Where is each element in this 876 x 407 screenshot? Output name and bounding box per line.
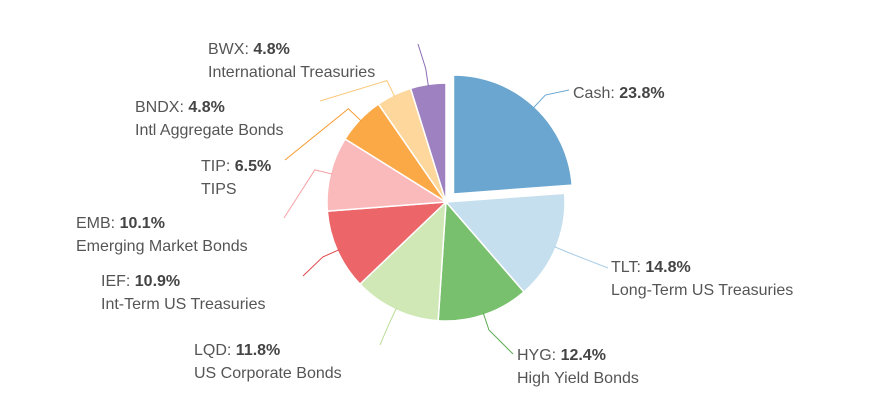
connector-tip	[284, 108, 362, 161]
label-bwx-title: BWX: 4.8%	[208, 41, 290, 58]
pie-slices	[326, 74, 573, 322]
label-bndx-name: Intl Aggregate Bonds	[135, 122, 284, 139]
label-bndx: BNDX: 4.8% Intl Aggregate Bonds	[135, 99, 284, 139]
connector-bndx	[319, 80, 396, 102]
label-tlt: TLT: 14.8% Long-Term US Treasuries	[611, 259, 793, 299]
label-ief-title: IEF: 10.9%	[101, 273, 180, 290]
label-tip-title: TIP: 6.5%	[201, 158, 271, 175]
label-tip: TIP: 6.5% TIPS	[201, 158, 271, 198]
label-hyg: HYG: 12.4% High Yield Bonds	[517, 347, 639, 387]
label-cash-title: Cash: 23.8%	[573, 85, 665, 102]
label-connectors	[283, 43, 609, 355]
label-emb: EMB: 10.1% Emerging Market Bonds	[76, 215, 248, 255]
label-cash: Cash: 23.8%	[573, 85, 665, 102]
label-hyg-title: HYG: 12.4%	[517, 347, 606, 364]
connector-emb	[283, 169, 333, 219]
label-emb-name: Emerging Market Bonds	[76, 238, 248, 255]
label-ief: IEF: 10.9% Int-Term US Treasuries	[101, 273, 265, 313]
label-bndx-title: BNDX: 4.8%	[135, 99, 225, 116]
label-lqd-title: LQD: 11.8%	[194, 342, 280, 359]
connector-cash	[532, 89, 570, 109]
label-hyg-name: High Yield Bonds	[517, 370, 639, 387]
label-lqd: LQD: 11.8% US Corporate Bonds	[194, 342, 342, 382]
label-emb-title: EMB: 10.1%	[76, 215, 165, 232]
label-bwx: BWX: 4.8% International Treasuries	[208, 41, 375, 81]
connector-ief	[302, 249, 340, 277]
label-lqd-name: US Corporate Bonds	[194, 365, 342, 382]
label-ief-name: Int-Term US Treasuries	[101, 296, 265, 313]
label-tlt-name: Long-Term US Treasuries	[611, 282, 793, 299]
connector-lqd	[379, 307, 397, 346]
label-tip-name: TIPS	[201, 181, 237, 198]
label-bwx-name: International Treasuries	[208, 64, 375, 81]
connector-bwx	[417, 43, 429, 87]
label-tlt-title: TLT: 14.8%	[611, 259, 691, 276]
connector-tlt	[553, 246, 609, 269]
connector-hyg	[482, 312, 514, 355]
